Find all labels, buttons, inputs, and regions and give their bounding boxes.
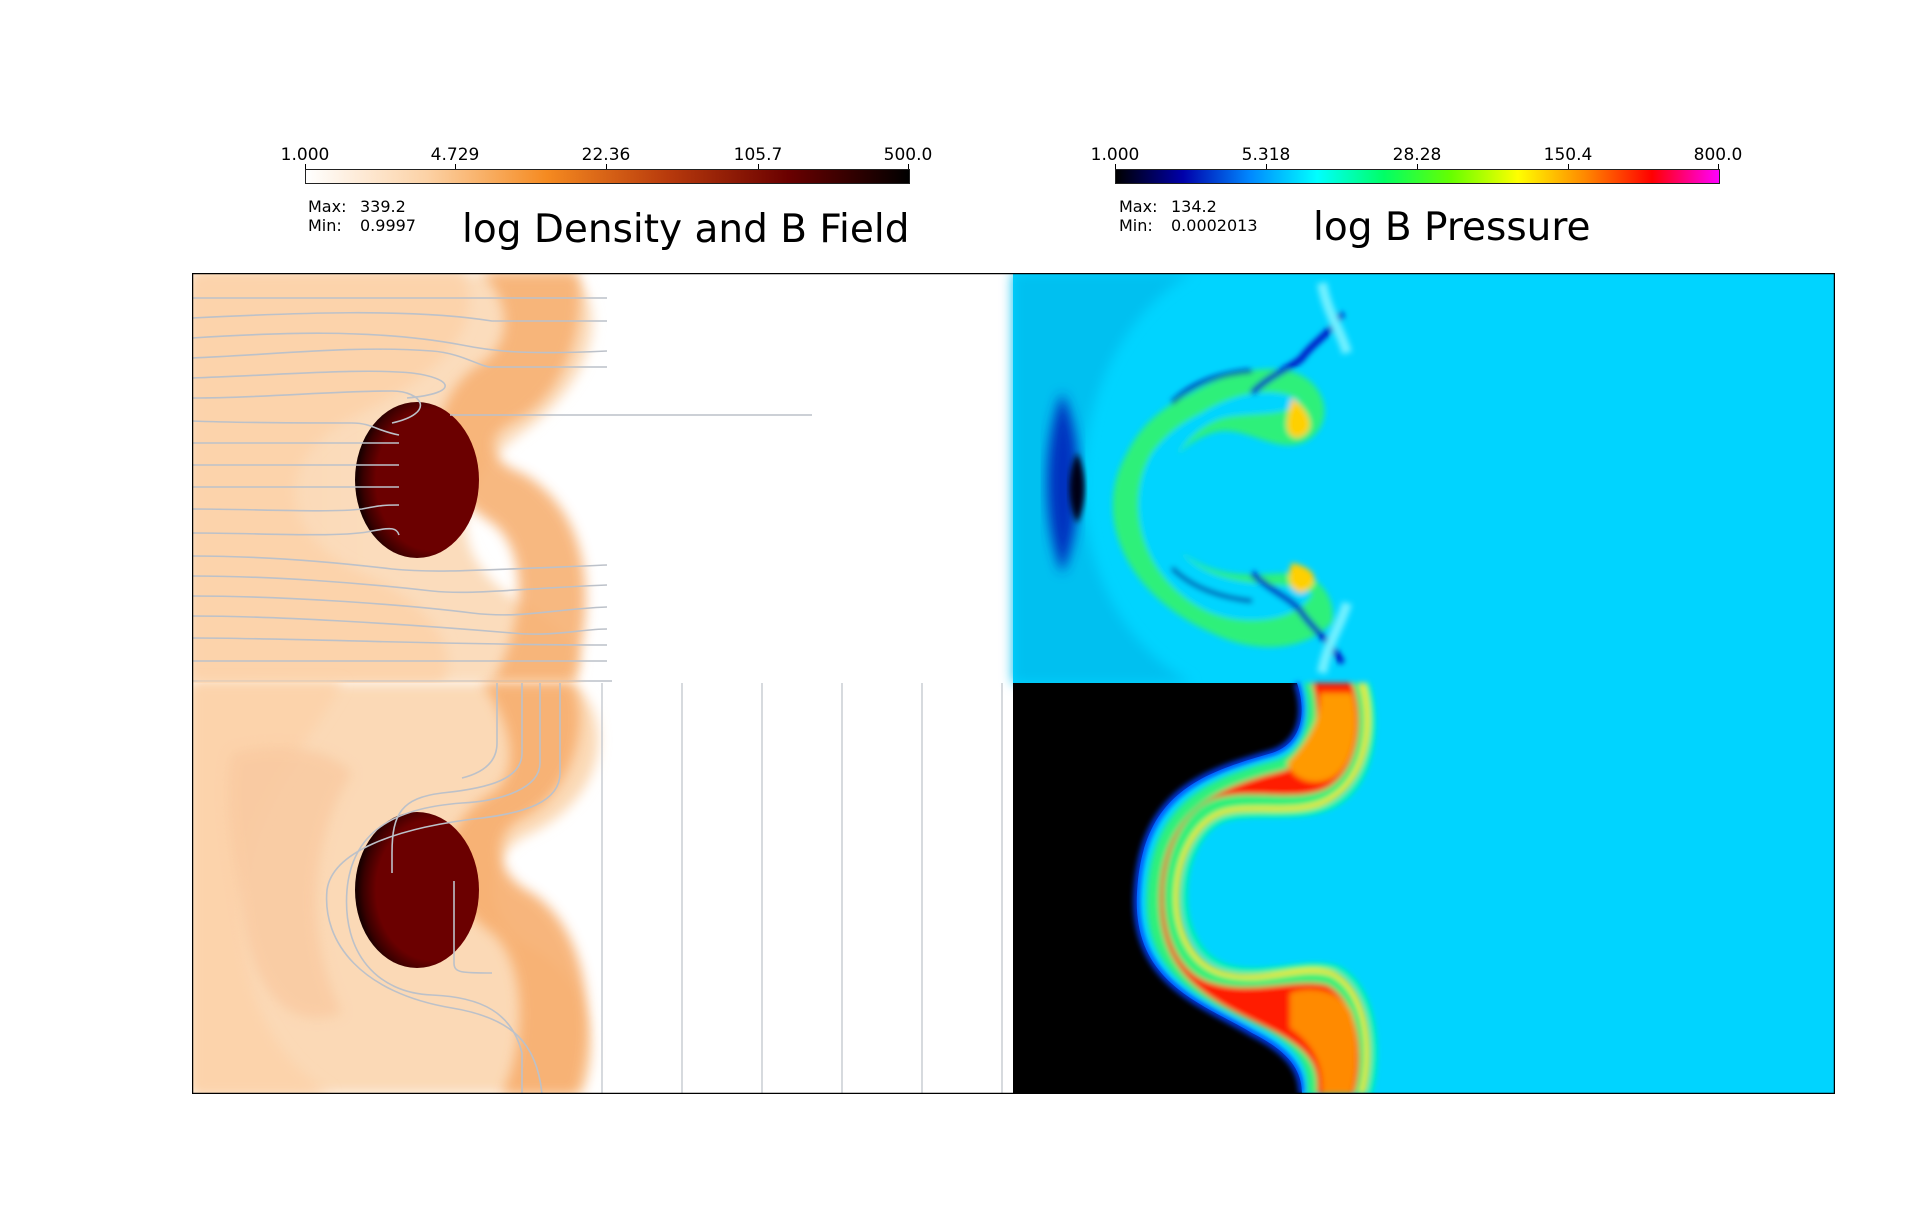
bpressure-min-value: 0.0002013 xyxy=(1171,216,1258,235)
bpressure-cb-tick-label-4: 800.0 xyxy=(1693,145,1743,165)
bpressure-title: log B Pressure xyxy=(1313,205,1591,250)
bpressure-max-label: Max: xyxy=(1119,197,1158,216)
bpressure-cb-tick-label-1: 5.318 xyxy=(1241,145,1291,165)
density-colorbar-gradient xyxy=(305,169,910,184)
plot-frame xyxy=(192,273,1835,1094)
density-max-row: Max: 339.2 xyxy=(308,197,416,216)
bpressure-min-row: Min: 0.0002013 xyxy=(1119,216,1258,235)
density-min-label: Min: xyxy=(308,216,342,235)
density-cb-tick-label-3: 105.7 xyxy=(733,145,783,165)
density-cb-tick-3 xyxy=(758,164,759,170)
bpressure-cb-tick-label-0: 1.000 xyxy=(1090,145,1140,165)
bpressure-cb-tick-3 xyxy=(1568,164,1569,170)
density-max-label: Max: xyxy=(308,197,347,216)
bpressure-top-panel xyxy=(1013,273,1835,683)
density-cb-tick-1 xyxy=(455,164,456,170)
bpressure-cb-tick-0 xyxy=(1115,164,1116,170)
bpressure-bottom-panel xyxy=(1013,682,1835,1094)
density-stats: Max: 339.2 Min: 0.9997 xyxy=(308,197,416,235)
bpressure-max-value: 134.2 xyxy=(1171,197,1217,216)
bpressure-bottom-shell xyxy=(1133,682,1377,1094)
density-title: log Density and B Field xyxy=(462,207,910,252)
density-min-value: 0.9997 xyxy=(360,216,416,235)
density-min-row: Min: 0.9997 xyxy=(308,216,416,235)
bpressure-max-row: Max: 134.2 xyxy=(1119,197,1258,216)
bpressure-cb-tick-label-2: 28.28 xyxy=(1392,145,1442,165)
density-cb-tick-label-1: 4.729 xyxy=(430,145,480,165)
density-bottom-field-lines xyxy=(325,683,1003,1094)
bpressure-cb-tick-label-3: 150.4 xyxy=(1543,145,1593,165)
density-top-panel xyxy=(192,273,1013,683)
density-cb-tick-0 xyxy=(305,164,306,170)
density-max-value: 339.2 xyxy=(360,197,406,216)
density-cb-tick-label-2: 22.36 xyxy=(581,145,631,165)
density-cb-tick-2 xyxy=(606,164,607,170)
bpressure-cb-tick-1 xyxy=(1266,164,1267,170)
bpressure-min-label: Min: xyxy=(1119,216,1153,235)
bpressure-colorbar-gradient xyxy=(1115,169,1720,184)
density-top-field-lines xyxy=(192,297,812,682)
bpressure-cb-tick-4 xyxy=(1718,164,1719,170)
simulation-render xyxy=(192,273,1835,1094)
density-bottom-panel xyxy=(192,683,1013,1094)
bpressure-stats: Max: 134.2 Min: 0.0002013 xyxy=(1119,197,1258,235)
density-cb-tick-label-4: 500.0 xyxy=(883,145,933,165)
density-cb-tick-label-0: 1.000 xyxy=(280,145,330,165)
density-cb-tick-4 xyxy=(908,164,909,170)
bpressure-cb-tick-2 xyxy=(1417,164,1418,170)
